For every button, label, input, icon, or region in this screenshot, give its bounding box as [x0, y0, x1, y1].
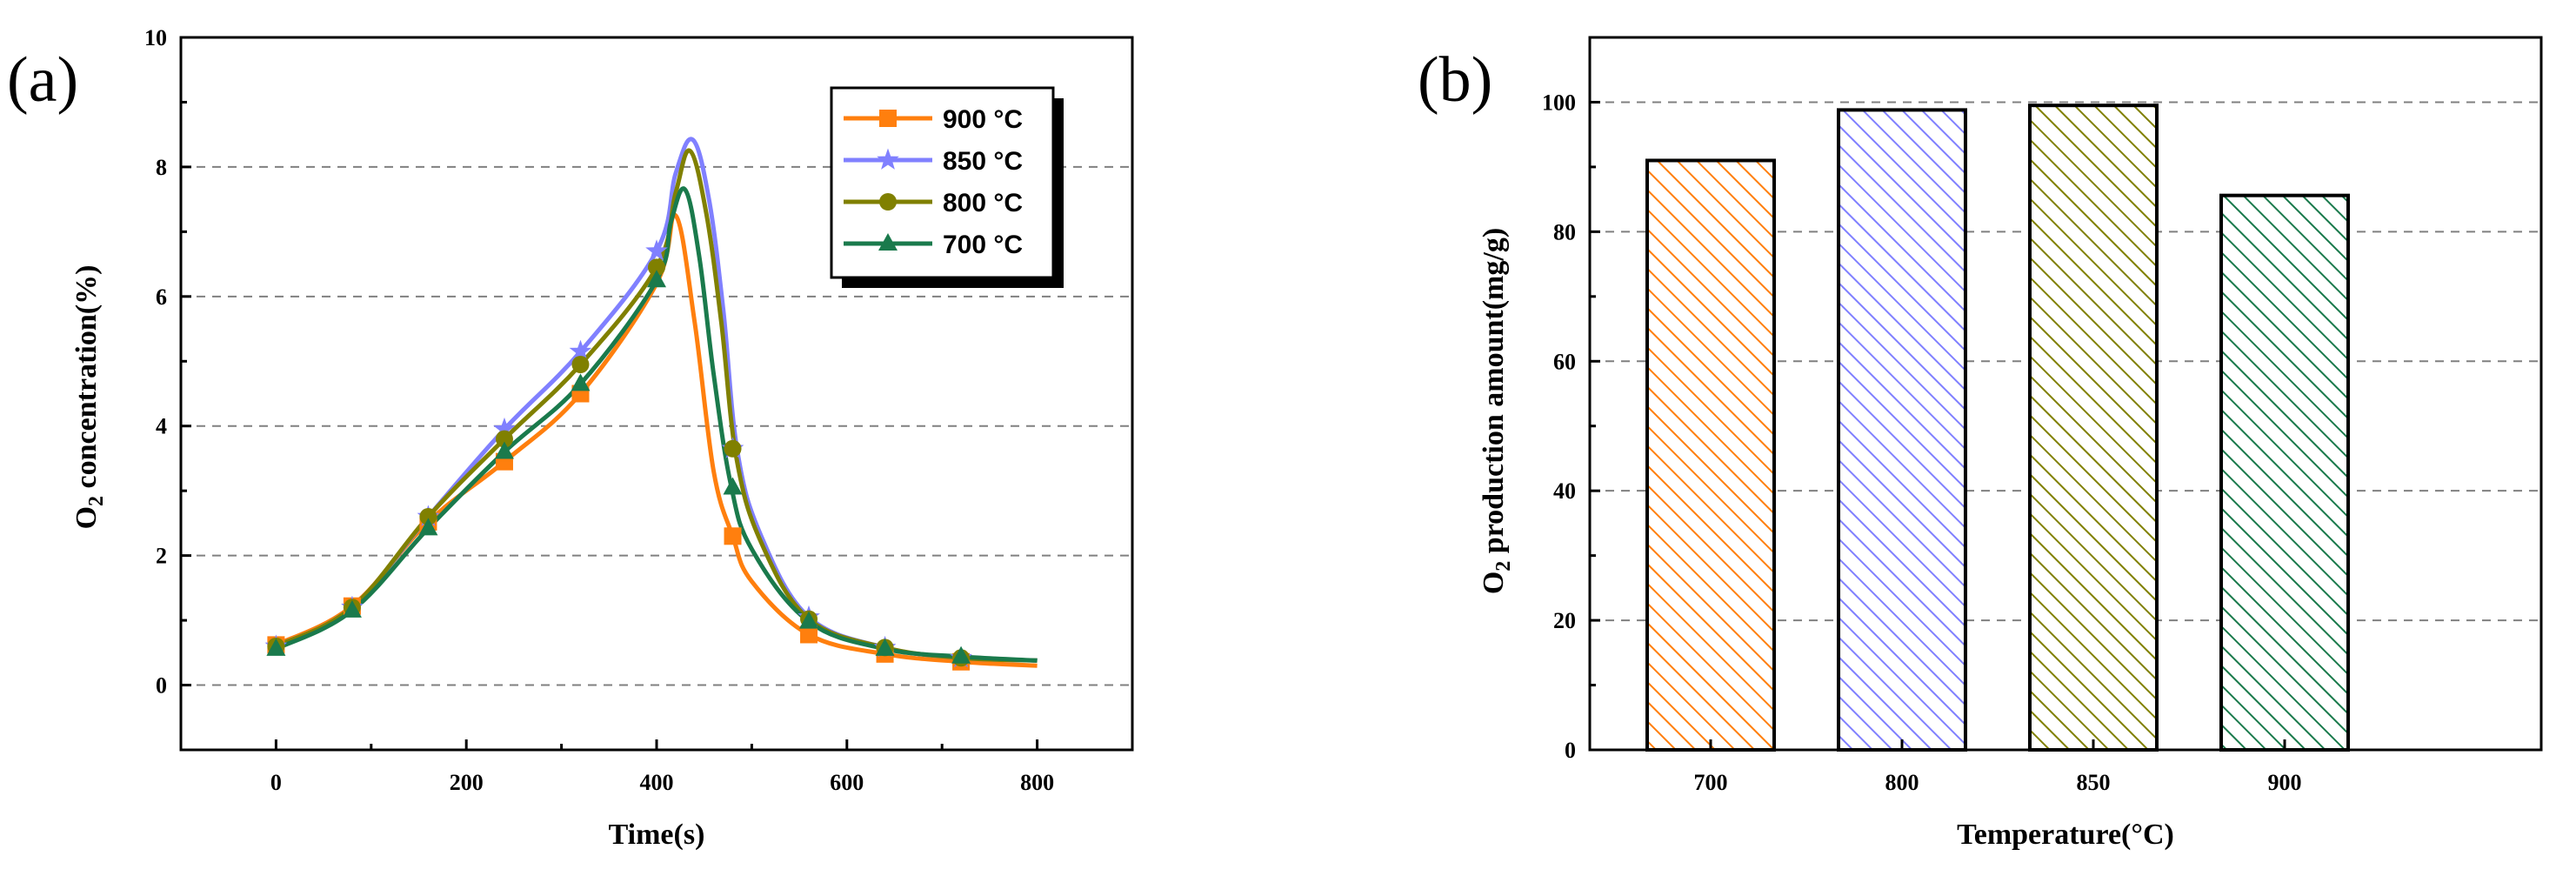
panel-label-b: (b): [1418, 44, 1492, 116]
y-tick-label: 80: [1553, 219, 1576, 244]
bar: [2028, 104, 2159, 752]
bar: [1645, 158, 1776, 752]
y-tick-label: 10: [144, 25, 167, 50]
y-tick-label: 40: [1553, 478, 1576, 504]
x-axis-title: Time(s): [609, 819, 705, 851]
x-tick-label: 850: [2077, 770, 2111, 795]
data-point: [723, 477, 743, 495]
y-tick-label: 0: [156, 673, 167, 699]
legend-marker: [877, 148, 899, 170]
data-point: [645, 239, 668, 261]
legend-label: 800 °C: [943, 189, 1023, 217]
x-tick-label: 900: [2268, 770, 2302, 795]
data-point: [571, 373, 591, 391]
y-tick-label: 6: [156, 284, 167, 310]
data-point: [571, 355, 590, 373]
y-tick-label: 100: [1542, 90, 1576, 115]
data-point: [875, 638, 895, 656]
bar: [1837, 108, 1967, 752]
data-point: [724, 439, 742, 458]
x-tick-label: 800: [1020, 770, 1054, 795]
data-point: [799, 611, 819, 629]
x-tick-label: 0: [270, 770, 282, 795]
data-point: [951, 645, 971, 664]
data-point: [494, 441, 514, 459]
data-point: [569, 339, 592, 361]
legend: 900 °C 850 °C 800 °C 700 °C: [830, 86, 1064, 288]
legend-marker: [879, 110, 897, 127]
y-axis-title: O2 production amount(mg/g): [1478, 228, 1515, 594]
bar: [2219, 193, 2350, 752]
y-tick-label: 8: [156, 155, 167, 180]
x-tick-label: 600: [830, 770, 864, 795]
data-point: [648, 258, 665, 277]
panel-label-a: (a): [7, 44, 78, 116]
x-tick-label: 200: [450, 770, 484, 795]
data-point: [495, 430, 513, 448]
data-point: [724, 527, 742, 545]
series-line: [275, 186, 1038, 663]
series-line: [275, 212, 1038, 668]
y-tick-label: 20: [1553, 608, 1576, 633]
x-tick-label: 800: [1885, 770, 1919, 795]
x-tick-label: 400: [640, 770, 674, 795]
panel-a: 0 200 400 600 800 0 2 4 6 8 10 Time(s) O2 concentrat…: [7, 25, 1134, 851]
panel-b: 700 800 850 900 0 20 40 60 80 100 Temperature(°C) O…: [1418, 36, 2543, 851]
plot-frame: [1588, 36, 2543, 752]
data-point: [418, 518, 438, 536]
data-point: [647, 270, 666, 288]
data-point: [419, 507, 437, 525]
legend-label: 900 °C: [943, 105, 1023, 134]
legend-label: 700 °C: [943, 231, 1023, 259]
data-point: [800, 625, 818, 644]
legend-marker: [879, 193, 897, 211]
y-axis-title: O2 concentration(%): [70, 265, 108, 530]
data-point: [266, 638, 286, 656]
legend-label: 850 °C: [943, 147, 1023, 176]
x-axis-title: Temperature(°C): [1957, 819, 2174, 851]
y-tick-label: 2: [156, 544, 167, 569]
y-tick-label: 60: [1553, 349, 1576, 374]
data-point: [342, 599, 362, 618]
data-point: [493, 417, 516, 439]
legend-marker: [878, 233, 898, 251]
y-tick-label: 0: [1565, 738, 1576, 763]
y-tick-label: 4: [156, 414, 167, 439]
x-tick-label: 700: [1694, 770, 1728, 795]
